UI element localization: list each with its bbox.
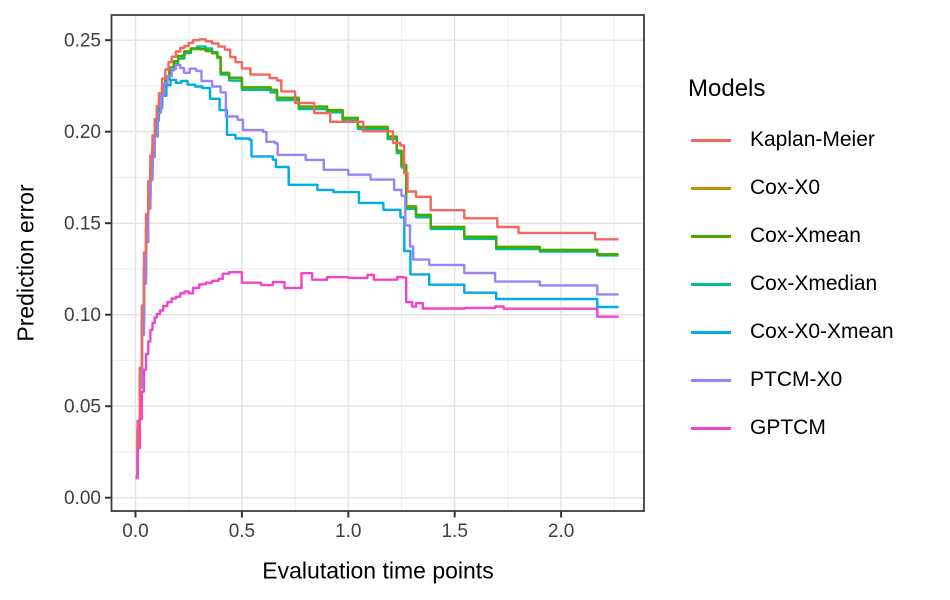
y-tick-label: 0.05 <box>64 397 101 418</box>
legend-key-ptcm-x0 <box>691 378 731 382</box>
legend-items: Kaplan-Meier Cox-X0 Cox-Xmean Cox-Xmedian Co… <box>688 116 938 452</box>
x-tick-label: 1.0 <box>335 521 361 542</box>
y-tick-label: 0.10 <box>64 305 101 326</box>
legend-label-gptcm: GPTCM <box>750 416 826 439</box>
legend-item-cox-x0: Cox-X0 <box>688 164 938 212</box>
panel-border <box>110 14 645 512</box>
legend-key-cox-x0 <box>691 186 731 190</box>
legend-item-gptcm: GPTCM <box>688 404 938 452</box>
legend-key-cox-x0-xmean <box>691 330 731 334</box>
legend-item-cox-xmean: Cox-Xmean <box>688 212 938 260</box>
legend-label-ptcm-x0: PTCM-X0 <box>750 368 843 391</box>
y-axis-title: Prediction error <box>12 184 39 342</box>
legend-item-cox-xmedian: Cox-Xmedian <box>688 260 938 308</box>
y-tick-label: 0.20 <box>64 122 101 143</box>
x-tick-label: 2.0 <box>548 521 574 542</box>
legend-label-cox-xmean: Cox-Xmean <box>750 224 861 247</box>
legend-item-cox-x0-xmean: Cox-X0-Xmean <box>688 308 938 356</box>
legend-label-cox-x0: Cox-X0 <box>750 176 821 199</box>
legend-title: Models <box>688 75 766 102</box>
legend-item-kaplan-meier: Kaplan-Meier <box>688 116 938 164</box>
legend-label-kaplan-meier: Kaplan-Meier <box>750 128 875 151</box>
x-tick-label: 0.0 <box>122 521 148 542</box>
legend-key-cox-xmedian <box>691 282 731 286</box>
series-line-kaplan-meier <box>135 38 619 479</box>
x-tick-label: 0.5 <box>229 521 255 542</box>
panel-background <box>111 15 644 511</box>
x-tick-label: 1.5 <box>441 521 467 542</box>
series-line-gptcm <box>135 271 619 478</box>
legend-key-kaplan-meier <box>691 138 731 142</box>
y-tick-label: 0.00 <box>64 488 101 509</box>
y-tick-label: 0.25 <box>64 31 101 52</box>
x-axis-title: Evalutation time points <box>262 557 494 584</box>
legend-label-cox-x0-xmean: Cox-X0-Xmean <box>750 320 894 343</box>
legend-key-gptcm <box>691 426 731 430</box>
legend-key-cox-xmean <box>691 234 731 238</box>
y-tick-label: 0.15 <box>64 214 101 235</box>
legend-label-cox-xmedian: Cox-Xmedian <box>750 272 878 295</box>
legend: Models Kaplan-Meier Cox-X0 Cox-Xmean Cox-Xm… <box>688 77 938 452</box>
legend-item-ptcm-x0: PTCM-X0 <box>688 356 938 404</box>
